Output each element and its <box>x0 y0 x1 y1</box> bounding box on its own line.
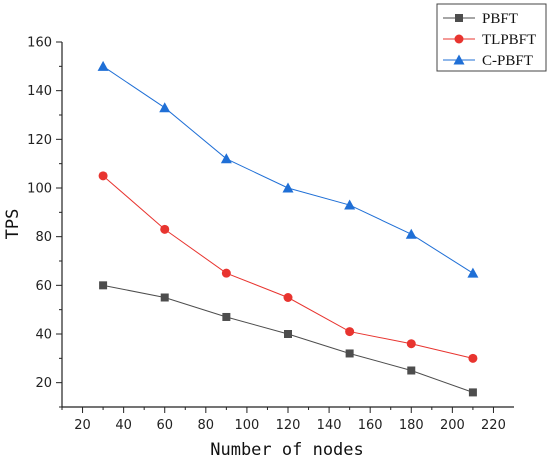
series-tlpbft <box>98 171 478 363</box>
y-tick-label: 120 <box>27 133 52 148</box>
x-tick-label: 120 <box>276 418 301 433</box>
data-point-pbft <box>284 330 292 338</box>
x-tick-label: 20 <box>74 418 91 433</box>
series-pbft <box>99 281 477 397</box>
y-tick-label: 60 <box>35 279 52 294</box>
y-tick-label: 80 <box>35 230 52 245</box>
y-tick-label: 20 <box>35 376 52 391</box>
data-point-tlpbft <box>221 268 231 278</box>
x-tick-label: 100 <box>234 418 259 433</box>
data-point-tlpbft <box>283 293 293 302</box>
legend-marker-tlpbft <box>454 34 464 44</box>
series-layer <box>97 60 479 397</box>
legend-label-c-pbft: C-PBFT <box>482 53 533 69</box>
data-point-tlpbft <box>406 339 416 349</box>
data-point-c-pbft <box>344 199 356 210</box>
legend-marker-pbft <box>455 14 463 22</box>
data-point-tlpbft <box>345 327 355 337</box>
x-tick-label: 200 <box>440 418 465 433</box>
x-tick-label: 180 <box>399 418 424 433</box>
y-tick-label: 100 <box>27 182 52 197</box>
series-line-c-pbft <box>102 65 474 274</box>
legend-label-tlpbft: TLPBFT <box>482 32 536 48</box>
x-tick-label: 160 <box>358 418 383 433</box>
y-tick-label: 160 <box>27 36 52 51</box>
y-axis-title: TPS <box>3 209 23 240</box>
y-tick-label: 40 <box>35 328 52 343</box>
data-point-pbft <box>99 281 108 290</box>
data-point-c-pbft <box>282 182 294 193</box>
x-tick-label: 140 <box>317 418 342 433</box>
series-c-pbft <box>97 60 479 278</box>
data-point-c-pbft <box>220 153 232 164</box>
data-point-tlpbft <box>468 353 478 363</box>
data-point-tlpbft <box>160 224 170 234</box>
data-point-pbft <box>345 349 354 358</box>
data-point-c-pbft <box>467 267 479 278</box>
x-tick-label: 40 <box>115 418 132 433</box>
y-tick-label: 140 <box>27 84 52 99</box>
x-tick-label: 220 <box>481 418 506 433</box>
data-point-c-pbft <box>159 102 171 113</box>
x-tick-label: 80 <box>198 418 215 433</box>
legend: PBFT TLPBFT C-PBFT <box>436 3 547 72</box>
legend-label-pbft: PBFT <box>482 11 518 27</box>
data-point-tlpbft <box>98 171 108 181</box>
x-tick-label: 60 <box>156 418 173 433</box>
legend-marker-c-pbft <box>453 54 465 65</box>
data-point-pbft <box>222 312 231 321</box>
data-point-pbft <box>160 293 169 302</box>
axes: 20 40 60 80 100 120 140 160 180 200 220 20 40 60 80 100… <box>27 36 514 433</box>
data-point-c-pbft <box>405 228 417 239</box>
data-point-pbft <box>407 366 416 375</box>
x-axis-title: Number of nodes <box>210 440 364 460</box>
data-point-pbft <box>468 388 477 397</box>
data-point-c-pbft <box>97 60 109 71</box>
